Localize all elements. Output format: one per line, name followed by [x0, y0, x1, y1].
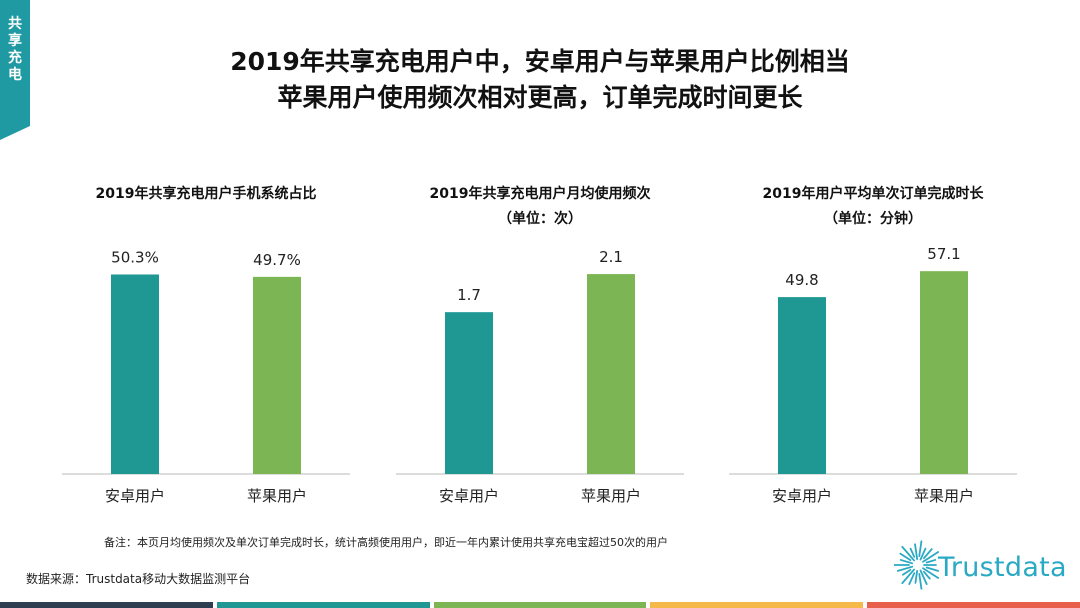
sunburst-ray [899, 552, 912, 562]
sunburst-ray [922, 551, 940, 563]
bottom-bar-segment [0, 602, 213, 608]
bottom-bar-segment [867, 602, 1080, 608]
sunburst-ray [918, 573, 923, 590]
category-label: 安卓用户 [772, 487, 832, 505]
sunburst-ray [919, 547, 927, 561]
sunburst-ray [925, 566, 940, 572]
chart-subtitle: （单位：分钟） [824, 211, 922, 227]
data-label: 1.7 [457, 286, 481, 304]
sunburst-ray [909, 547, 916, 558]
sunburst-ray [899, 559, 914, 565]
section-tab: 共享充电 [0, 0, 30, 140]
data-label: 50.3% [111, 248, 159, 266]
bar-android [778, 297, 826, 474]
chart-monthly-frequency: 2019年共享充电用户月均使用频次 （单位：次） 1.7 安卓用户 2.1 苹果用户 [394, 178, 686, 518]
sunburst-ray [918, 540, 923, 557]
bar-android [445, 312, 493, 474]
chart-title: 2019年共享充电用户月均使用频次 [429, 186, 651, 202]
sunburst-ray [922, 548, 933, 560]
bar-apple [253, 276, 301, 474]
chart-order-duration: 2019年用户平均单次订单完成时长 （单位：分钟） 49.8 安卓用户 57.1 苹果… [727, 178, 1019, 518]
sunburst-icon [893, 540, 940, 590]
bottom-bar-segment [433, 602, 647, 608]
page-title-line2: 苹果用户使用频次相对更高，订单完成时间更长 [277, 83, 803, 112]
sunburst-ray [922, 570, 931, 580]
category-label: 安卓用户 [439, 487, 499, 505]
sunburst-ray [901, 568, 912, 576]
data-label: 2.1 [599, 248, 623, 266]
sunburst-ray [908, 572, 916, 586]
logo-text: Trustdata [938, 552, 1067, 583]
sunburst-ray [901, 568, 915, 585]
bar-android [111, 274, 159, 474]
sunburst-ray [914, 570, 919, 584]
data-label: 57.1 [927, 245, 960, 263]
trustdata-logo: Trustdata [893, 538, 1070, 592]
bottom-bar-segment [216, 602, 430, 608]
data-source: 数据来源：Trustdata移动大数据监测平台 [26, 572, 251, 586]
bar-apple [587, 274, 635, 474]
chart-plot: 1.7 安卓用户 2.1 苹果用户 [396, 248, 684, 505]
chart-plot: 50.3% 安卓用户 49.7% 苹果用户 [62, 248, 350, 505]
chart-title: 2019年共享充电用户手机系统占比 [95, 186, 317, 202]
page-title: 2019年共享充电用户中，安卓用户与苹果用户比例相当 苹果用户使用频次相对更高，… [0, 44, 1080, 116]
chart-os-share: 2019年共享充电用户手机系统占比 50.3% 安卓用户 49.7% 苹果用户 [60, 178, 352, 518]
bottom-bar-segment [650, 602, 864, 608]
category-label: 安卓用户 [105, 487, 165, 505]
category-label: 苹果用户 [247, 487, 307, 505]
category-label: 苹果用户 [581, 487, 641, 505]
chart-plot: 49.8 安卓用户 57.1 苹果用户 [729, 245, 1017, 505]
category-label: 苹果用户 [914, 487, 974, 505]
sunburst-ray [925, 559, 937, 564]
page-title-line1: 2019年共享充电用户中，安卓用户与苹果用户比例相当 [230, 47, 850, 76]
sunburst-ray [901, 545, 915, 562]
sunburst-ray [914, 543, 919, 560]
sunburst-ray [922, 567, 940, 579]
bar-apple [920, 271, 968, 474]
sunburst-ray [896, 565, 914, 572]
footnote: 备注：本页月均使用频次及单次订单完成时长，统计高频使用用户，即近一年内累计使用共… [104, 536, 668, 549]
section-tab-label: 共享充电 [8, 16, 22, 83]
chart-subtitle: （单位：次） [498, 211, 582, 227]
data-label: 49.8 [785, 271, 818, 289]
sunburst-ray [919, 569, 928, 586]
chart-title: 2019年用户平均单次订单完成时长 [762, 186, 984, 202]
bottom-color-bar [0, 602, 1080, 608]
data-label: 49.7% [253, 251, 301, 269]
